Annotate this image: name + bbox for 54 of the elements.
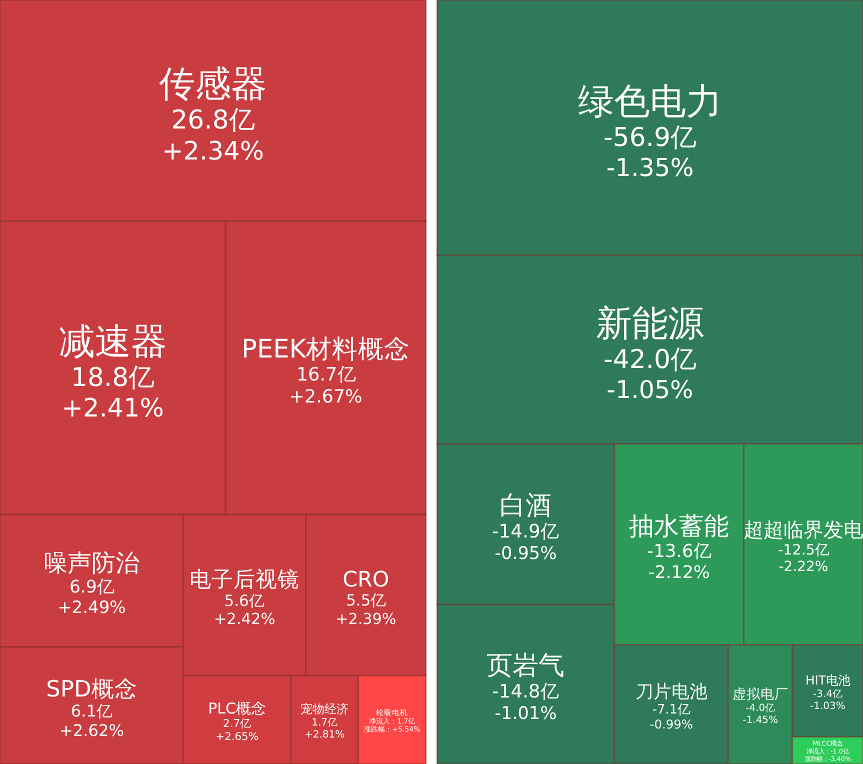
- data-label: -14.8亿: [492, 682, 560, 703]
- data-label: +2.49%: [58, 598, 126, 618]
- data-label: +2.81%: [304, 729, 345, 740]
- data-label: -4.0亿: [746, 702, 776, 714]
- data-label: -3.4亿: [812, 688, 842, 700]
- category-label: 电子后视镜: [190, 567, 300, 592]
- category-label: HIT电池: [805, 672, 850, 688]
- data-label: -1.35%: [606, 152, 694, 182]
- data-label: 5.5亿: [346, 592, 386, 610]
- category-label: 噪声防治: [44, 548, 140, 577]
- data-label: +2.65%: [216, 730, 259, 744]
- data-label: -0.95%: [494, 544, 557, 564]
- data-label: -0.99%: [650, 717, 693, 732]
- data-label: 6.9亿: [69, 578, 114, 598]
- data-label: 1.7亿: [312, 717, 338, 728]
- data-label: +2.67%: [289, 386, 362, 408]
- data-label: +2.62%: [59, 720, 124, 740]
- category-label: 新能源: [596, 304, 704, 345]
- category-label: 超超临界发电: [743, 518, 863, 542]
- category-label: PLC概念: [208, 700, 266, 718]
- data-label: -2.22%: [778, 559, 828, 576]
- data-label: -13.6亿: [647, 540, 712, 562]
- data-label: -2.12%: [648, 562, 710, 583]
- category-label: 虚拟电厂: [732, 686, 788, 702]
- data-label: +2.42%: [214, 610, 276, 628]
- data-label: 2.7亿: [222, 717, 252, 730]
- category-label: 传感器: [159, 64, 267, 106]
- category-label: 宠物经济: [300, 702, 349, 716]
- data-label: -7.1亿: [652, 702, 690, 718]
- category-label: 刀片电池: [635, 681, 708, 702]
- category-label: SPD概念: [46, 676, 138, 702]
- data-label: -1.05%: [606, 374, 694, 404]
- data-label: -42.0亿: [604, 345, 696, 376]
- data-label: -1.03%: [810, 700, 846, 712]
- data-label: 6.1亿: [70, 702, 113, 721]
- data-label: +2.34%: [162, 135, 264, 166]
- category-label: 页岩气: [486, 651, 565, 682]
- category-label: PEEK材料概念: [242, 334, 410, 364]
- category-label: CRO: [342, 567, 390, 592]
- category-label: 减速器: [58, 321, 167, 362]
- data-label: +2.41%: [62, 394, 164, 424]
- data-label: 18.8亿: [70, 362, 155, 393]
- data-label: 16.7亿: [296, 364, 356, 386]
- data-label: -1.01%: [494, 704, 557, 724]
- data-label: 26.8亿: [171, 106, 255, 136]
- data-label: -1.45%: [742, 714, 778, 726]
- data-label: -12.5亿: [778, 542, 829, 558]
- category-label: 抽水蓄能: [629, 511, 730, 540]
- data-label: +2.39%: [336, 610, 396, 628]
- category-label: 白酒: [500, 491, 552, 522]
- category-label: 绿色电力: [578, 82, 722, 123]
- data-label: 5.6亿: [224, 592, 265, 610]
- data-label: -56.9亿: [604, 123, 696, 154]
- data-label: -14.9亿: [492, 522, 560, 543]
